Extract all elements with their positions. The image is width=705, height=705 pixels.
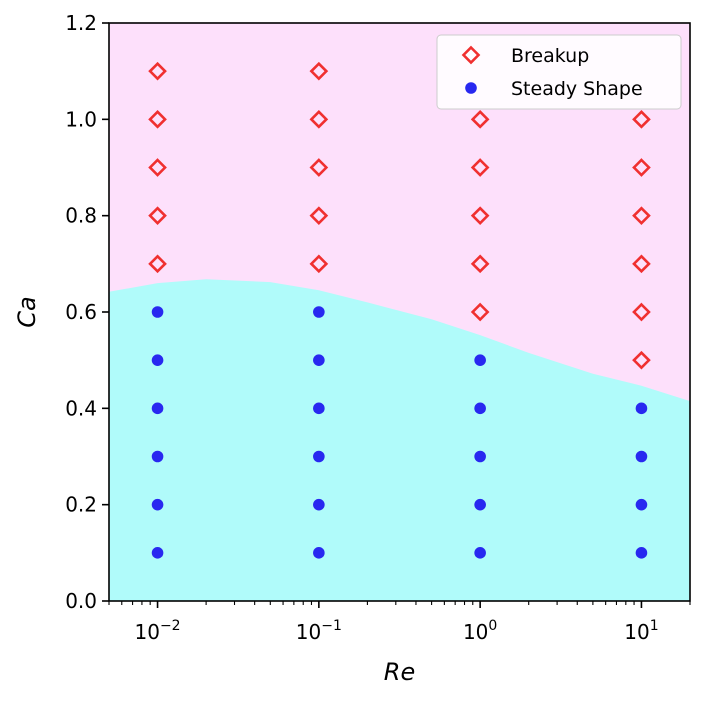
y-tick-label: 0.2 <box>65 493 97 517</box>
steady-shape-marker <box>313 354 325 366</box>
breakup-marker <box>148 158 167 177</box>
steady-shape-marker <box>151 498 164 511</box>
breakup-marker <box>309 158 329 177</box>
breakup-marker <box>470 109 490 129</box>
y-tick-label: 0.0 <box>65 589 97 613</box>
steady-shape-marker <box>151 402 164 415</box>
legend-label: Steady Shape <box>511 78 643 100</box>
x-tick-label: 100 <box>463 618 497 644</box>
legend-circle-marker <box>465 82 477 94</box>
breakup-marker <box>470 158 490 177</box>
legend-box <box>436 34 682 110</box>
steady-shape-marker <box>474 547 486 559</box>
breakup-marker <box>632 302 651 322</box>
breakup-marker <box>632 109 651 129</box>
y-tick-label: 1.2 <box>65 11 97 35</box>
ticks-layer: 0.0 0.2 0.4 0.6 0.8 1.0 1.2 10−2 10−1 100 101 <box>65 11 691 644</box>
breakup-marker <box>309 61 329 81</box>
steady-shape-marker <box>151 306 164 318</box>
steady-shape-marker <box>313 306 325 318</box>
breakup-marker <box>470 302 490 322</box>
steady-shape-marker <box>635 450 648 463</box>
breakup-marker <box>148 109 167 129</box>
legend-diamond-marker <box>461 45 481 65</box>
breakup-marker <box>470 206 490 226</box>
x-tick-label: 101 <box>624 618 658 644</box>
y-tick-label: 0.8 <box>65 204 97 228</box>
breakup-marker <box>632 254 651 274</box>
steady-shape-marker <box>151 354 164 366</box>
legend-entry: Breakup <box>461 45 589 67</box>
steady-shape-marker <box>313 450 325 463</box>
steady-shape-marker <box>313 402 325 415</box>
y-tick-label: 0.6 <box>65 300 97 324</box>
x-axis-label: Re <box>384 658 415 686</box>
steady-shape-marker <box>313 547 325 559</box>
steady-shape-marker <box>151 450 164 463</box>
steady-shape-marker <box>474 498 486 511</box>
steady-shape-marker <box>474 354 486 366</box>
markers-layer <box>148 61 651 559</box>
steady-shape-marker <box>313 498 325 511</box>
breakup-marker <box>309 254 329 274</box>
steady-shape-marker <box>635 402 648 415</box>
steady-shape-marker <box>151 547 164 559</box>
steady-shape-marker <box>474 450 486 463</box>
breakup-marker <box>632 206 651 226</box>
steady-shape-marker <box>474 402 486 415</box>
breakup-marker <box>148 206 167 226</box>
breakup-marker <box>632 350 651 370</box>
y-tick-label: 0.4 <box>65 396 97 420</box>
breakup-marker <box>309 109 329 129</box>
legend-entries: Breakup Steady Shape <box>461 45 643 100</box>
breakup-marker <box>470 254 490 274</box>
steady-shape-marker <box>635 498 648 511</box>
breakup-marker <box>148 254 167 274</box>
legend: Breakup Steady Shape <box>436 34 682 110</box>
breakup-marker <box>632 158 651 177</box>
y-tick-label: 1.0 <box>65 107 97 131</box>
steady-shape-marker <box>635 547 648 559</box>
x-tick-label: 10−2 <box>135 618 181 644</box>
legend-label: Breakup <box>511 45 589 67</box>
legend-entry: Steady Shape <box>465 78 643 100</box>
regions-layer <box>109 23 690 601</box>
steady-region <box>109 279 690 601</box>
x-tick-label: 10−1 <box>296 618 342 644</box>
breakup-marker <box>309 206 329 226</box>
breakup-marker <box>148 61 167 81</box>
y-axis-label: Ca <box>13 296 41 327</box>
